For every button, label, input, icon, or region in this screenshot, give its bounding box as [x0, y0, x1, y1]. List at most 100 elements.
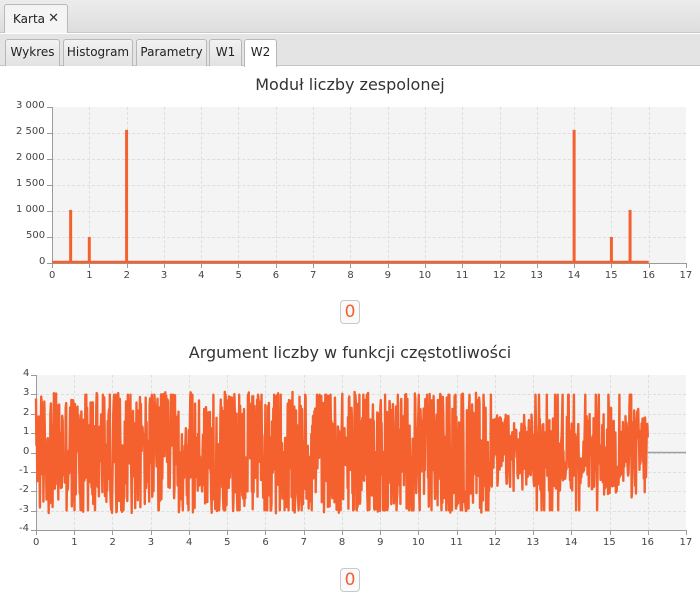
- y-tick: [47, 133, 52, 134]
- x-tick-label: 13: [530, 270, 544, 281]
- y-tick: [47, 211, 52, 212]
- x-tick-label: 15: [604, 270, 618, 281]
- zero-badge-argument[interactable]: 0: [340, 568, 360, 592]
- x-tick: [227, 530, 229, 535]
- gridline-y: [36, 510, 686, 512]
- x-tick: [265, 530, 267, 535]
- tab-karta-label: Karta: [13, 12, 46, 26]
- window-tabbar: Karta ✕: [0, 0, 700, 33]
- tab-w2[interactable]: W2: [244, 39, 277, 67]
- x-tick: [571, 530, 573, 535]
- y-tick: [47, 237, 52, 238]
- x-tick-label: 0: [49, 270, 56, 281]
- x-tick-label: 4: [198, 270, 205, 281]
- x-tick-label: 17: [679, 270, 693, 281]
- x-tick-label: 12: [488, 537, 502, 548]
- x-tick: [647, 530, 649, 535]
- x-tick: [112, 530, 114, 535]
- x-tick-label: 7: [300, 537, 308, 548]
- x-tick: [686, 530, 687, 535]
- x-tick-label: 9: [377, 537, 384, 548]
- x-tick: [126, 263, 128, 268]
- y-tick-label: -3: [19, 503, 29, 515]
- x-tick-label: 11: [455, 270, 469, 281]
- x-tick: [499, 263, 501, 268]
- x-tick-label: 16: [641, 537, 654, 548]
- y-tick-label: 2: [23, 406, 30, 418]
- x-tick: [150, 530, 152, 535]
- zero-badge-modulus[interactable]: 0: [340, 300, 360, 324]
- x-tick: [89, 263, 91, 268]
- y-tick: [31, 394, 36, 396]
- y-tick-label: -1: [19, 464, 29, 476]
- chart-title-argument: Argument liczby w funkcji częstotliwości: [188, 343, 512, 362]
- x-tick-label: 3: [160, 270, 168, 281]
- tab-histogram[interactable]: Histogram: [63, 39, 133, 66]
- x-tick: [387, 263, 389, 268]
- y-tick: [47, 107, 52, 108]
- y-tick-label: 1 000: [16, 204, 45, 215]
- gridline-y: [36, 394, 686, 396]
- y-tick-label: 2 500: [16, 126, 45, 137]
- y-tick: [31, 452, 36, 454]
- y-tick-label: 0: [23, 445, 30, 457]
- x-tick: [74, 530, 76, 535]
- gridline-y: [52, 159, 686, 160]
- x-tick-label: 9: [384, 270, 392, 281]
- y-tick-label: 2 000: [16, 152, 45, 163]
- y-tick-label: 1: [23, 426, 30, 438]
- x-tick: [574, 263, 576, 268]
- y-tick: [31, 491, 36, 493]
- y-tick-label: 3: [23, 387, 30, 399]
- gridline-y: [52, 211, 686, 212]
- y-tick-label: 4: [23, 368, 30, 379]
- x-tick: [533, 530, 535, 535]
- x-tick-label: 13: [526, 537, 540, 548]
- x-tick: [462, 263, 464, 268]
- gridline-y: [52, 133, 686, 134]
- x-tick-label: 15: [603, 537, 616, 548]
- tab-karta[interactable]: Karta ✕: [4, 4, 68, 33]
- x-tick-label: 4: [185, 537, 193, 548]
- y-tick-label: -4: [19, 523, 29, 534]
- x-tick: [686, 263, 687, 268]
- tab-w1[interactable]: W1: [209, 39, 242, 66]
- y-tick-label: 500: [26, 230, 46, 241]
- x-tick-label: 2: [123, 270, 130, 281]
- x-tick-label: 0: [33, 537, 40, 548]
- x-tick-label: 12: [493, 270, 506, 281]
- x-tick-label: 14: [567, 270, 581, 281]
- x-tick: [350, 263, 352, 268]
- x-tick-label: 14: [564, 537, 578, 548]
- x-tick: [609, 530, 611, 535]
- x-tick: [456, 530, 458, 535]
- x-tick-label: 7: [310, 270, 317, 281]
- x-tick: [275, 263, 277, 268]
- gridline-y: [52, 185, 686, 186]
- x-tick: [238, 263, 240, 268]
- y-tick-label: 1 500: [16, 178, 45, 189]
- x-axis: [52, 263, 686, 264]
- close-icon[interactable]: ✕: [48, 11, 59, 26]
- x-tick: [611, 263, 613, 268]
- x-tick-label: 10: [418, 270, 432, 281]
- x-tick: [536, 263, 538, 268]
- x-tick-label: 8: [338, 537, 346, 548]
- y-tick: [31, 433, 36, 435]
- y-tick-label: 3 000: [16, 100, 45, 111]
- x-tick: [52, 263, 53, 268]
- x-tick-label: 6: [272, 270, 280, 281]
- gridline-y: [36, 413, 686, 415]
- y-tick: [47, 263, 52, 264]
- y-tick: [31, 510, 36, 512]
- x-tick: [188, 530, 190, 535]
- x-axis: [36, 530, 686, 531]
- tab-wykres[interactable]: Wykres: [5, 39, 60, 66]
- y-tick: [31, 375, 36, 376]
- argument-series-line: [34, 390, 649, 515]
- tab-parametry[interactable]: Parametry: [136, 39, 207, 66]
- gridline-y: [52, 237, 686, 238]
- x-tick-label: 6: [262, 537, 269, 548]
